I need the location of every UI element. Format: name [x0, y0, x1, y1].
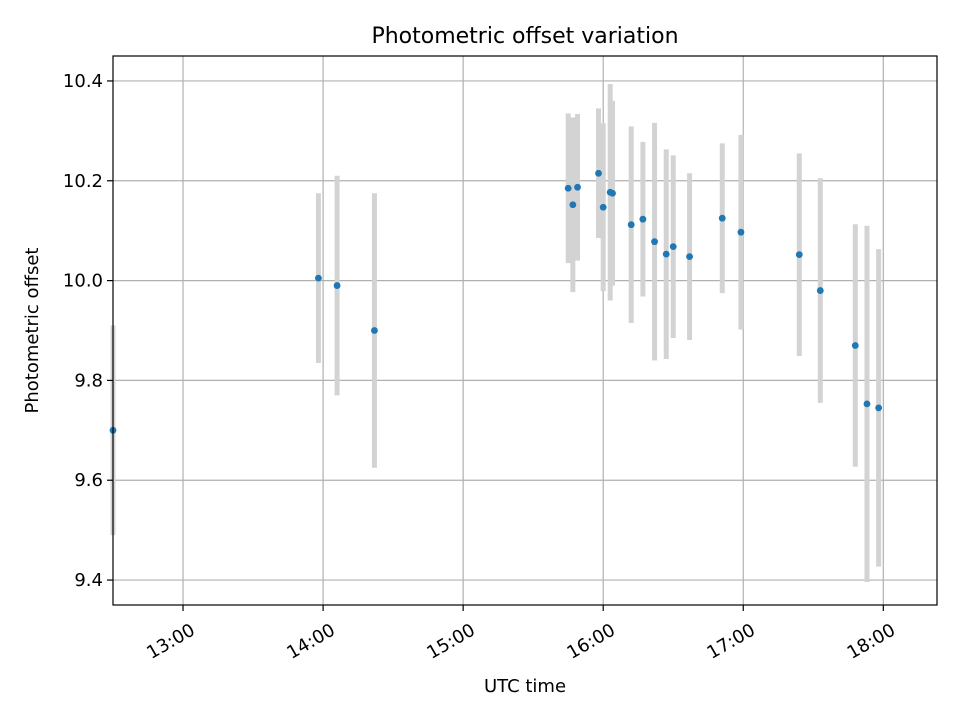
- plot-frame: [112, 55, 938, 606]
- data-point: [686, 253, 693, 261]
- x-tick-label: 16:00: [563, 620, 618, 664]
- y-axis-label: Photometric offset: [22, 248, 43, 414]
- y-tick-label: 9.8: [74, 370, 103, 391]
- x-tick-label: 18:00: [844, 620, 899, 664]
- data-point: [875, 404, 883, 412]
- x-axis-ticks: 13:00 14:00 15:00 16:00 17:00 18:00: [143, 605, 899, 664]
- data-point: [718, 214, 726, 222]
- data-point: [595, 169, 602, 177]
- data-point: [564, 184, 572, 192]
- data-point: [651, 238, 658, 246]
- data-point: [863, 400, 871, 408]
- data-point: [627, 221, 635, 229]
- y-tick-label: 10.2: [63, 171, 103, 192]
- data-point: [639, 215, 647, 223]
- x-axis-label: UTC time: [484, 676, 566, 697]
- y-tick-label: 9.4: [74, 570, 103, 591]
- data-point: [599, 203, 607, 211]
- data-point: [669, 243, 677, 251]
- y-tick-label: 9.6: [74, 470, 103, 491]
- y-tick-label: 10.0: [63, 271, 103, 292]
- x-tick-label: 13:00: [143, 620, 198, 664]
- grid: [113, 56, 937, 605]
- data-point: [569, 201, 577, 209]
- data-point: [574, 183, 581, 191]
- data-point: [315, 274, 322, 282]
- data-point: [333, 282, 341, 289]
- x-tick-label: 15:00: [423, 620, 478, 664]
- x-tick-label: 17:00: [704, 620, 759, 664]
- data-point: [737, 228, 745, 236]
- error-bars: [110, 83, 882, 583]
- y-axis-ticks: 9.4 9.6 9.8 10.0 10.2 10.4: [63, 71, 113, 591]
- data-point: [662, 250, 670, 258]
- x-tick-label: 14:00: [283, 620, 338, 664]
- y-tick-label: 10.4: [63, 71, 103, 92]
- data-point: [795, 251, 803, 259]
- data-point: [371, 327, 378, 334]
- data-point: [851, 342, 859, 349]
- data-points: [109, 169, 883, 434]
- data-point: [609, 189, 616, 197]
- chart-title: Photometric offset variation: [371, 24, 678, 49]
- data-point: [816, 287, 824, 294]
